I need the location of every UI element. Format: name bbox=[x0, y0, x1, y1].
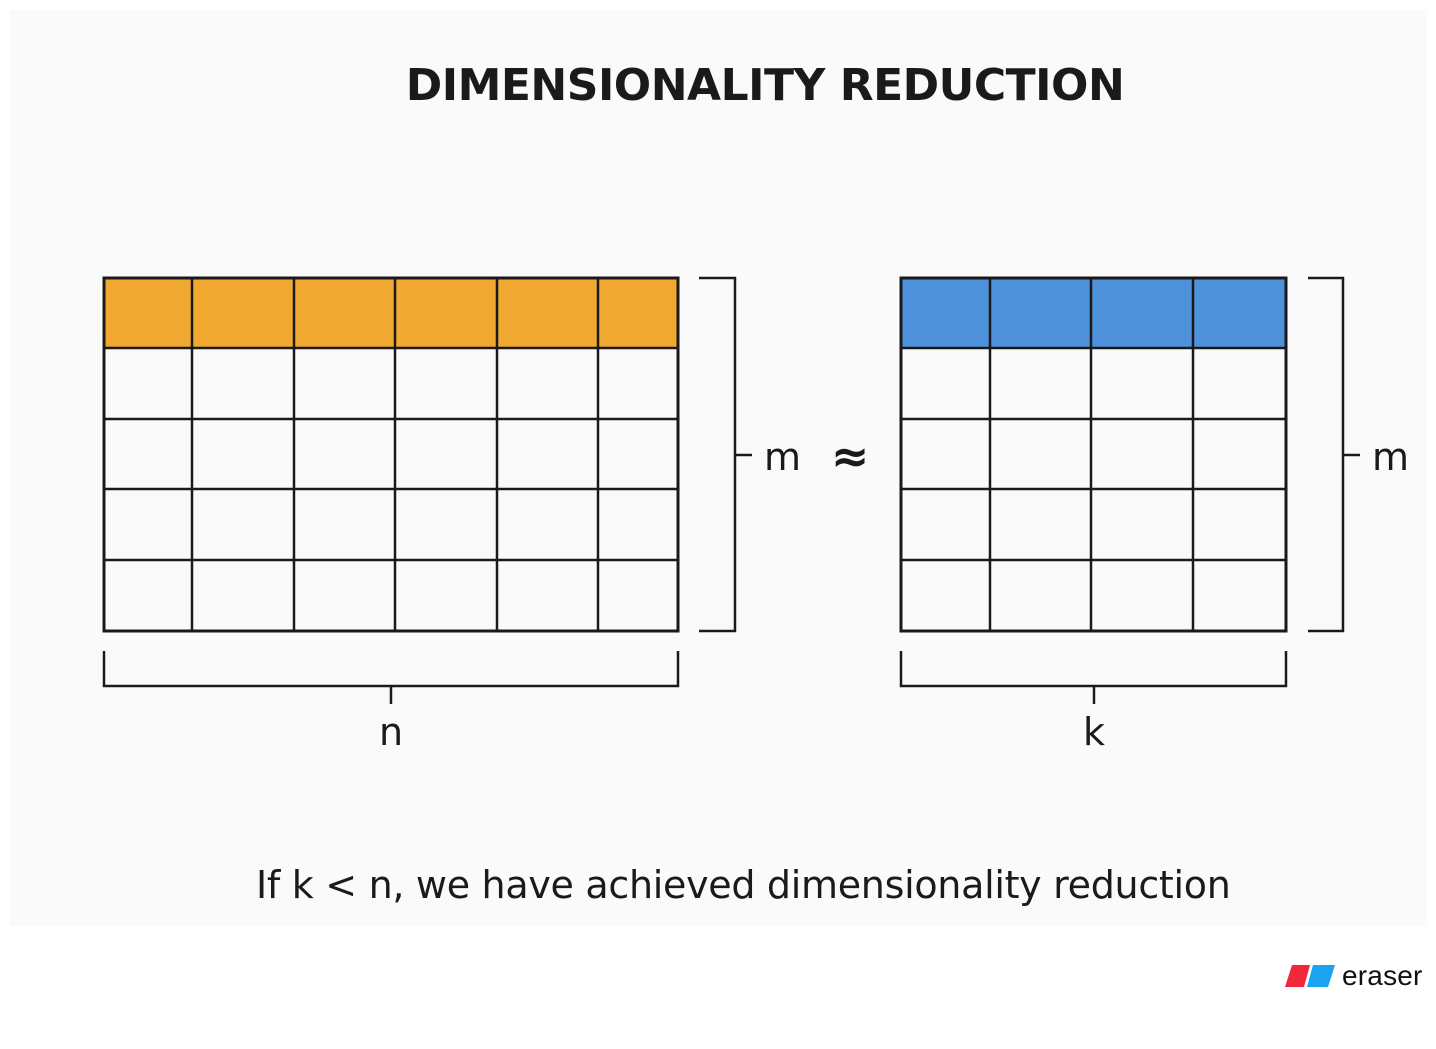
left-width-label: n bbox=[379, 710, 403, 754]
eraser-logo-icon bbox=[1285, 965, 1335, 987]
left-height-bracket bbox=[699, 276, 752, 633]
right-matrix-grid bbox=[901, 278, 1286, 631]
approx-symbol: ≈ bbox=[831, 429, 870, 483]
left-matrix bbox=[102, 276, 680, 633]
right-width-bracket bbox=[899, 651, 1288, 704]
right-matrix-border bbox=[899, 276, 1288, 633]
right-width-label: k bbox=[1083, 710, 1105, 754]
slide: DIMENSIONALITY REDUCTION m bbox=[10, 10, 1427, 926]
left-width-bracket bbox=[102, 651, 680, 704]
left-matrix-highlight-row bbox=[104, 278, 678, 348]
brand-badge[interactable]: eraser bbox=[1284, 958, 1423, 994]
right-height-label: m bbox=[1372, 435, 1409, 479]
right-height-bracket bbox=[1308, 276, 1360, 633]
left-matrix-grid bbox=[104, 278, 678, 631]
caption: If k < n, we have achieved dimensionalit… bbox=[256, 863, 1231, 907]
right-matrix bbox=[899, 276, 1288, 633]
diagram: m n ≈ m bbox=[102, 276, 1409, 754]
brand-name: eraser bbox=[1342, 960, 1423, 991]
right-matrix-highlight-row bbox=[901, 278, 1286, 348]
left-matrix-border bbox=[102, 276, 680, 633]
page-title: DIMENSIONALITY REDUCTION bbox=[405, 60, 1125, 111]
left-height-label: m bbox=[764, 435, 801, 479]
